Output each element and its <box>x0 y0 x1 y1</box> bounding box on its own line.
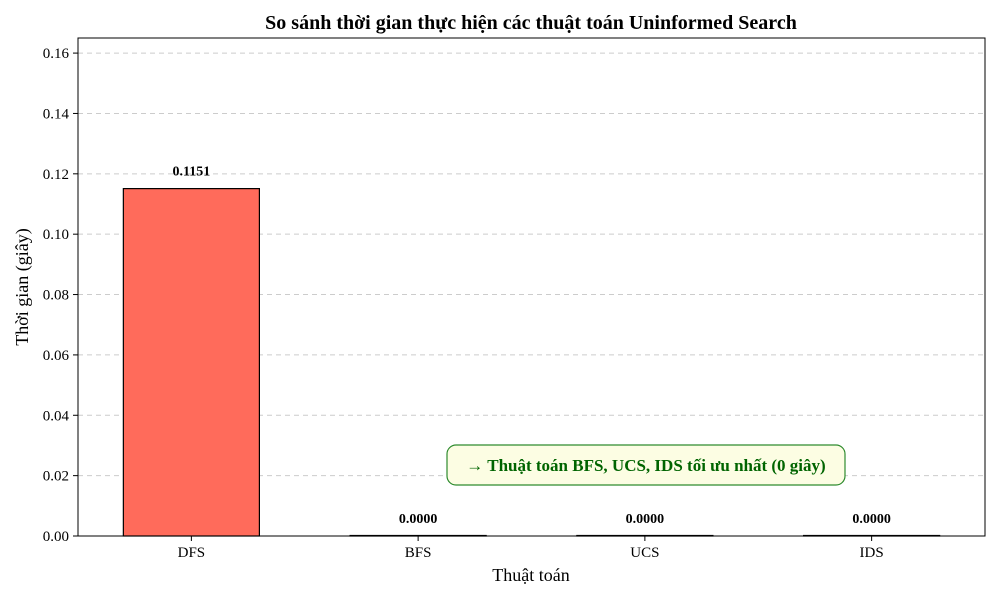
x-tick-label: UCS <box>630 545 659 561</box>
data-label: 0.0000 <box>852 512 891 527</box>
y-tick-label: 0.02 <box>43 469 69 485</box>
y-tick-label: 0.04 <box>43 408 70 424</box>
y-tick-label: 0.06 <box>43 348 70 364</box>
x-tick-label: IDS <box>860 545 884 561</box>
y-tick-label: 0.00 <box>43 529 69 545</box>
x-tick-label: DFS <box>178 545 206 561</box>
data-label: 0.0000 <box>399 512 438 527</box>
annotation-box <box>446 444 846 486</box>
annotation-text: → Thuật toán BFS, UCS, IDS tối ưu nhất (… <box>466 456 825 475</box>
y-tick-label: 0.14 <box>43 106 70 122</box>
y-axis-ticks: 0.00 0.02 0.04 0.06 0.08 0.10 0.12 0.14 0.16 <box>43 46 78 545</box>
data-labels: 0.1151 0.0000 0.0000 0.0000 <box>173 165 891 527</box>
y-tick-label: 0.16 <box>43 46 70 62</box>
data-label: 0.0000 <box>626 512 665 527</box>
x-axis-ticks: DFS BFS UCS IDS <box>178 536 884 561</box>
y-tick-label: 0.08 <box>43 288 69 304</box>
data-label: 0.1151 <box>173 165 211 180</box>
y-tick-label: 0.10 <box>43 227 69 243</box>
y-tick-label: 0.12 <box>43 167 69 183</box>
y-axis-label: Thời gian (giây) <box>12 228 33 345</box>
annotation: → Thuật toán BFS, UCS, IDS tối ưu nhất (… <box>446 444 846 486</box>
plot-frame <box>77 37 986 537</box>
bar-dfs <box>122 188 261 537</box>
chart-title: So sánh thời gian thực hiện các thuật to… <box>265 12 797 34</box>
x-tick-label: BFS <box>405 545 432 561</box>
x-axis-label: Thuật toán <box>492 565 569 585</box>
